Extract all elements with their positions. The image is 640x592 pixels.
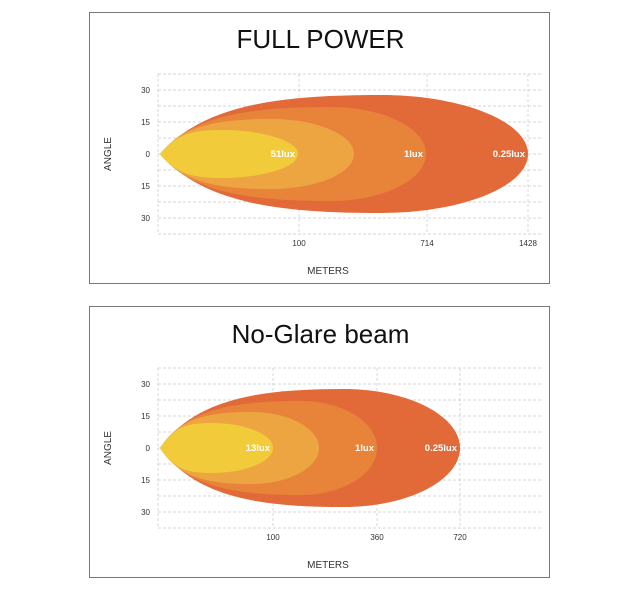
x-tick-label: 360: [370, 533, 384, 542]
lux-label: 1lux: [355, 443, 375, 454]
lux-label: 51lux: [271, 149, 296, 160]
beam-contour-3: [160, 423, 273, 473]
y-tick-label: 15: [141, 412, 150, 421]
y-tick-label: 0: [146, 150, 151, 159]
full-power-chart: FULL POWER 0.25lux 1lux 51lux 30 15 0 15 30 100 71…: [89, 12, 550, 284]
y-axis-label: ANGLE: [103, 431, 114, 465]
x-tick-label: 100: [266, 533, 280, 542]
chart-title: FULL POWER: [236, 24, 404, 54]
y-tick-label: 30: [141, 380, 150, 389]
no-glare-chart: No-Glare beam 0.25lux 1lux 13lux 30 15 0 15 30 10…: [89, 306, 550, 578]
y-tick-label: 30: [141, 214, 150, 223]
y-tick-label: 15: [141, 118, 150, 127]
y-tick-label: 0: [146, 444, 151, 453]
beam-contour-3: [160, 130, 298, 178]
full-power-svg: FULL POWER 0.25lux 1lux 51lux 30 15 0 15 30 100 71…: [103, 24, 543, 277]
x-tick-label: 100: [292, 239, 306, 248]
y-tick-label: 30: [141, 86, 150, 95]
x-axis-label: METERS: [307, 560, 349, 571]
chart-title: No-Glare beam: [232, 319, 410, 349]
y-tick-label: 15: [141, 476, 150, 485]
y-tick-label: 30: [141, 508, 150, 517]
lux-label: 13lux: [246, 443, 271, 454]
y-axis-label: ANGLE: [103, 137, 114, 171]
lux-label: 0.25lux: [425, 443, 458, 454]
lux-label: 1lux: [404, 149, 424, 160]
x-axis-label: METERS: [307, 266, 349, 277]
lux-label: 0.25lux: [493, 149, 526, 160]
x-tick-label: 1428: [519, 239, 537, 248]
x-tick-label: 714: [420, 239, 434, 248]
x-tick-label: 720: [453, 533, 467, 542]
y-tick-label: 15: [141, 182, 150, 191]
no-glare-svg: No-Glare beam 0.25lux 1lux 13lux 30 15 0 15 30 10…: [103, 319, 543, 571]
